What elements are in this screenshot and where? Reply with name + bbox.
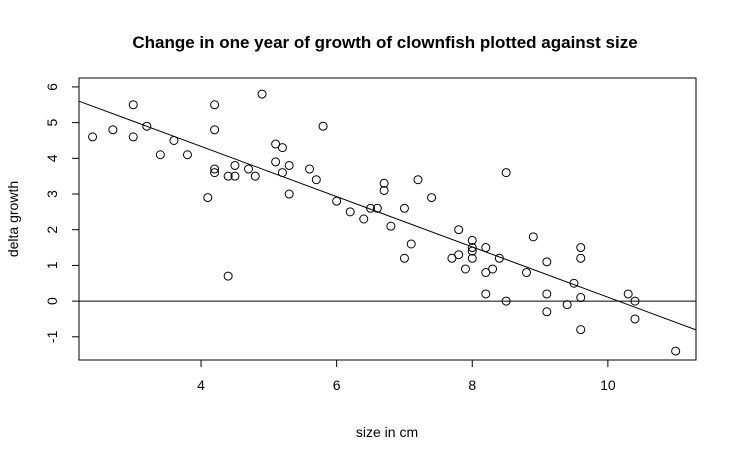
data-point — [481, 289, 491, 299]
y-axis-label: delta growth — [5, 181, 21, 257]
data-point — [379, 178, 389, 188]
data-point — [481, 268, 491, 278]
data-point — [318, 121, 328, 131]
y-tick-label: 2 — [44, 226, 60, 234]
data-point — [223, 171, 233, 181]
data-point — [203, 193, 213, 203]
data-point — [366, 203, 376, 213]
data-point — [284, 160, 294, 170]
data-point — [230, 160, 240, 170]
data-point — [88, 132, 98, 142]
data-point — [494, 253, 504, 263]
data-point — [210, 164, 220, 174]
data-point — [244, 164, 254, 174]
data-point — [223, 271, 233, 281]
data-point — [399, 253, 409, 263]
data-point — [630, 314, 640, 324]
data-point — [182, 150, 192, 160]
data-point — [467, 246, 477, 256]
data-point — [671, 346, 681, 356]
data-point — [210, 168, 220, 178]
data-point — [230, 171, 240, 181]
data-point — [277, 168, 287, 178]
data-point — [372, 203, 382, 213]
x-tick-label: 10 — [600, 377, 616, 393]
reference-lines — [78, 100, 697, 331]
data-point — [250, 171, 260, 181]
data-point — [501, 296, 511, 306]
plot-area-frame — [78, 77, 697, 361]
data-point — [481, 243, 491, 253]
data-point — [467, 235, 477, 245]
data-point — [454, 250, 464, 260]
data-point — [576, 325, 586, 335]
y-tick-label: 1 — [44, 261, 60, 269]
data-point — [454, 225, 464, 235]
y-tick-label: 3 — [44, 190, 60, 198]
data-point — [427, 193, 437, 203]
data-point — [210, 100, 220, 110]
data-point — [467, 243, 477, 253]
regression-line — [78, 100, 697, 331]
data-point — [413, 175, 423, 185]
data-point — [576, 293, 586, 303]
data-points — [88, 89, 681, 356]
data-point — [257, 89, 267, 99]
data-point — [345, 207, 355, 217]
data-point — [542, 289, 552, 299]
data-point — [460, 264, 470, 274]
data-point — [399, 203, 409, 213]
y-tick-label: 6 — [44, 83, 60, 91]
y-tick-label: 4 — [44, 154, 60, 162]
data-point — [542, 307, 552, 317]
data-point — [562, 300, 572, 310]
data-point — [128, 132, 138, 142]
data-point — [630, 296, 640, 306]
data-point — [210, 125, 220, 135]
data-point — [576, 253, 586, 263]
data-point — [467, 253, 477, 263]
data-point — [305, 164, 315, 174]
data-point — [311, 175, 321, 185]
data-point — [501, 168, 511, 178]
data-point — [447, 253, 457, 263]
data-point — [406, 239, 416, 249]
data-point — [528, 232, 538, 242]
data-point — [521, 268, 531, 278]
data-point — [271, 139, 281, 149]
data-point — [284, 189, 294, 199]
data-point — [271, 157, 281, 167]
data-point — [623, 289, 633, 299]
data-point — [142, 121, 152, 131]
data-point — [155, 150, 165, 160]
data-point — [128, 100, 138, 110]
y-tick-label: 5 — [44, 119, 60, 127]
x-tick-label: 8 — [468, 377, 476, 393]
x-axis-label: size in cm — [356, 424, 418, 440]
y-tick-label: 0 — [44, 297, 60, 305]
data-point — [379, 185, 389, 195]
chart-title: Change in one year of growth of clownfis… — [132, 33, 637, 52]
data-point — [332, 196, 342, 206]
data-point — [169, 135, 179, 145]
data-point — [359, 214, 369, 224]
data-point — [569, 278, 579, 288]
data-point — [108, 125, 118, 135]
y-tick-label: -1 — [44, 330, 60, 343]
x-axis: 4 6 8 10 — [197, 359, 616, 393]
x-tick-label: 4 — [197, 377, 205, 393]
x-tick-label: 6 — [333, 377, 341, 393]
data-point — [386, 221, 396, 231]
y-axis: -1 0 1 2 3 4 5 6 — [44, 83, 80, 343]
data-point — [576, 243, 586, 253]
data-point — [542, 257, 552, 267]
data-point — [488, 264, 498, 274]
data-point — [277, 143, 287, 153]
